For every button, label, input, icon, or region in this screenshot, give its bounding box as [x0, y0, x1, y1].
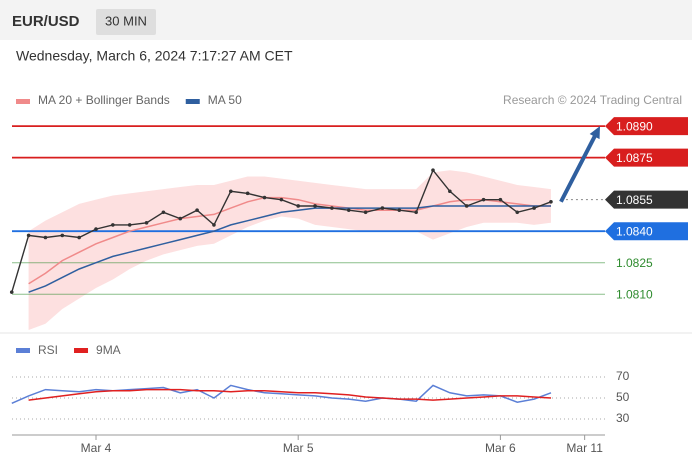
price-point: [515, 210, 520, 215]
price-point: [498, 197, 503, 202]
level-label: 1.0875: [616, 151, 653, 165]
legend-label: MA 50: [208, 93, 242, 107]
price-point: [111, 223, 115, 227]
price-point: [60, 233, 65, 238]
series-line: [28, 388, 552, 401]
price-point: [330, 206, 334, 210]
price-point: [144, 220, 149, 225]
price-point: [229, 189, 233, 194]
y-tick-label: 70: [616, 369, 630, 383]
x-tick-label: Mar 6: [485, 441, 516, 455]
x-tick-label: Mar 5: [283, 441, 314, 455]
price-point: [127, 223, 132, 227]
price-point: [431, 168, 435, 173]
y-tick-label: 30: [616, 411, 630, 425]
symbol: EUR/USD: [12, 13, 80, 30]
legend-label: MA 20 + Bollinger Bands: [38, 93, 170, 107]
level-label: 1.0810: [616, 287, 653, 301]
price-point: [94, 227, 98, 231]
series-line: [28, 196, 551, 285]
price-point: [363, 210, 368, 215]
price-point: [9, 290, 14, 294]
price-point: [245, 191, 250, 196]
level-label: 1.0840: [616, 224, 653, 238]
legend-swatch: [16, 348, 30, 353]
legend-swatch: [16, 99, 30, 104]
legend-label: RSI: [38, 343, 58, 357]
x-tick-label: Mar 4: [81, 441, 112, 455]
bollinger-band: [28, 170, 551, 330]
legend-swatch: [185, 99, 200, 104]
level-label-box: [605, 148, 688, 167]
price-point: [296, 204, 301, 208]
x-tick-label: Mar 11: [566, 441, 603, 455]
price-point: [532, 206, 536, 210]
price-point: [212, 223, 216, 227]
price-point: [380, 206, 385, 210]
price-point: [397, 208, 402, 212]
level-label: 1.0855: [616, 193, 653, 207]
price-point: [195, 208, 199, 212]
price-point: [346, 208, 351, 212]
price-point: [178, 216, 183, 221]
y-tick-label: 50: [616, 390, 630, 404]
level-label-box: [605, 222, 688, 241]
price-point: [26, 233, 31, 238]
level-label-box: [605, 117, 688, 136]
price-point: [481, 197, 486, 202]
price-point: [43, 235, 48, 240]
price-point: [262, 195, 267, 200]
target-arrow: [559, 133, 598, 203]
price-point: [279, 197, 284, 202]
price-point: [77, 235, 81, 240]
price-point: [313, 204, 317, 208]
credit: Research © 2024 Trading Central: [503, 93, 682, 107]
price-point: [549, 199, 553, 204]
price-point: [448, 189, 452, 194]
interval: 30 MIN: [105, 13, 147, 28]
legend-swatch: [74, 348, 89, 353]
series-line: [11, 384, 552, 404]
price-point: [464, 204, 469, 208]
price-point: [414, 210, 418, 215]
price-point: [161, 210, 166, 215]
level-label: 1.0890: [616, 119, 653, 133]
target-arrowhead: [589, 126, 600, 140]
level-label: 1.0825: [616, 256, 653, 270]
interval-box: [96, 9, 156, 35]
level-label-box: [605, 190, 688, 209]
datetime: Wednesday, March 6, 2024 7:17:27 AM CET: [16, 48, 293, 64]
series-line: [28, 205, 551, 293]
legend-label: 9MA: [96, 343, 121, 357]
